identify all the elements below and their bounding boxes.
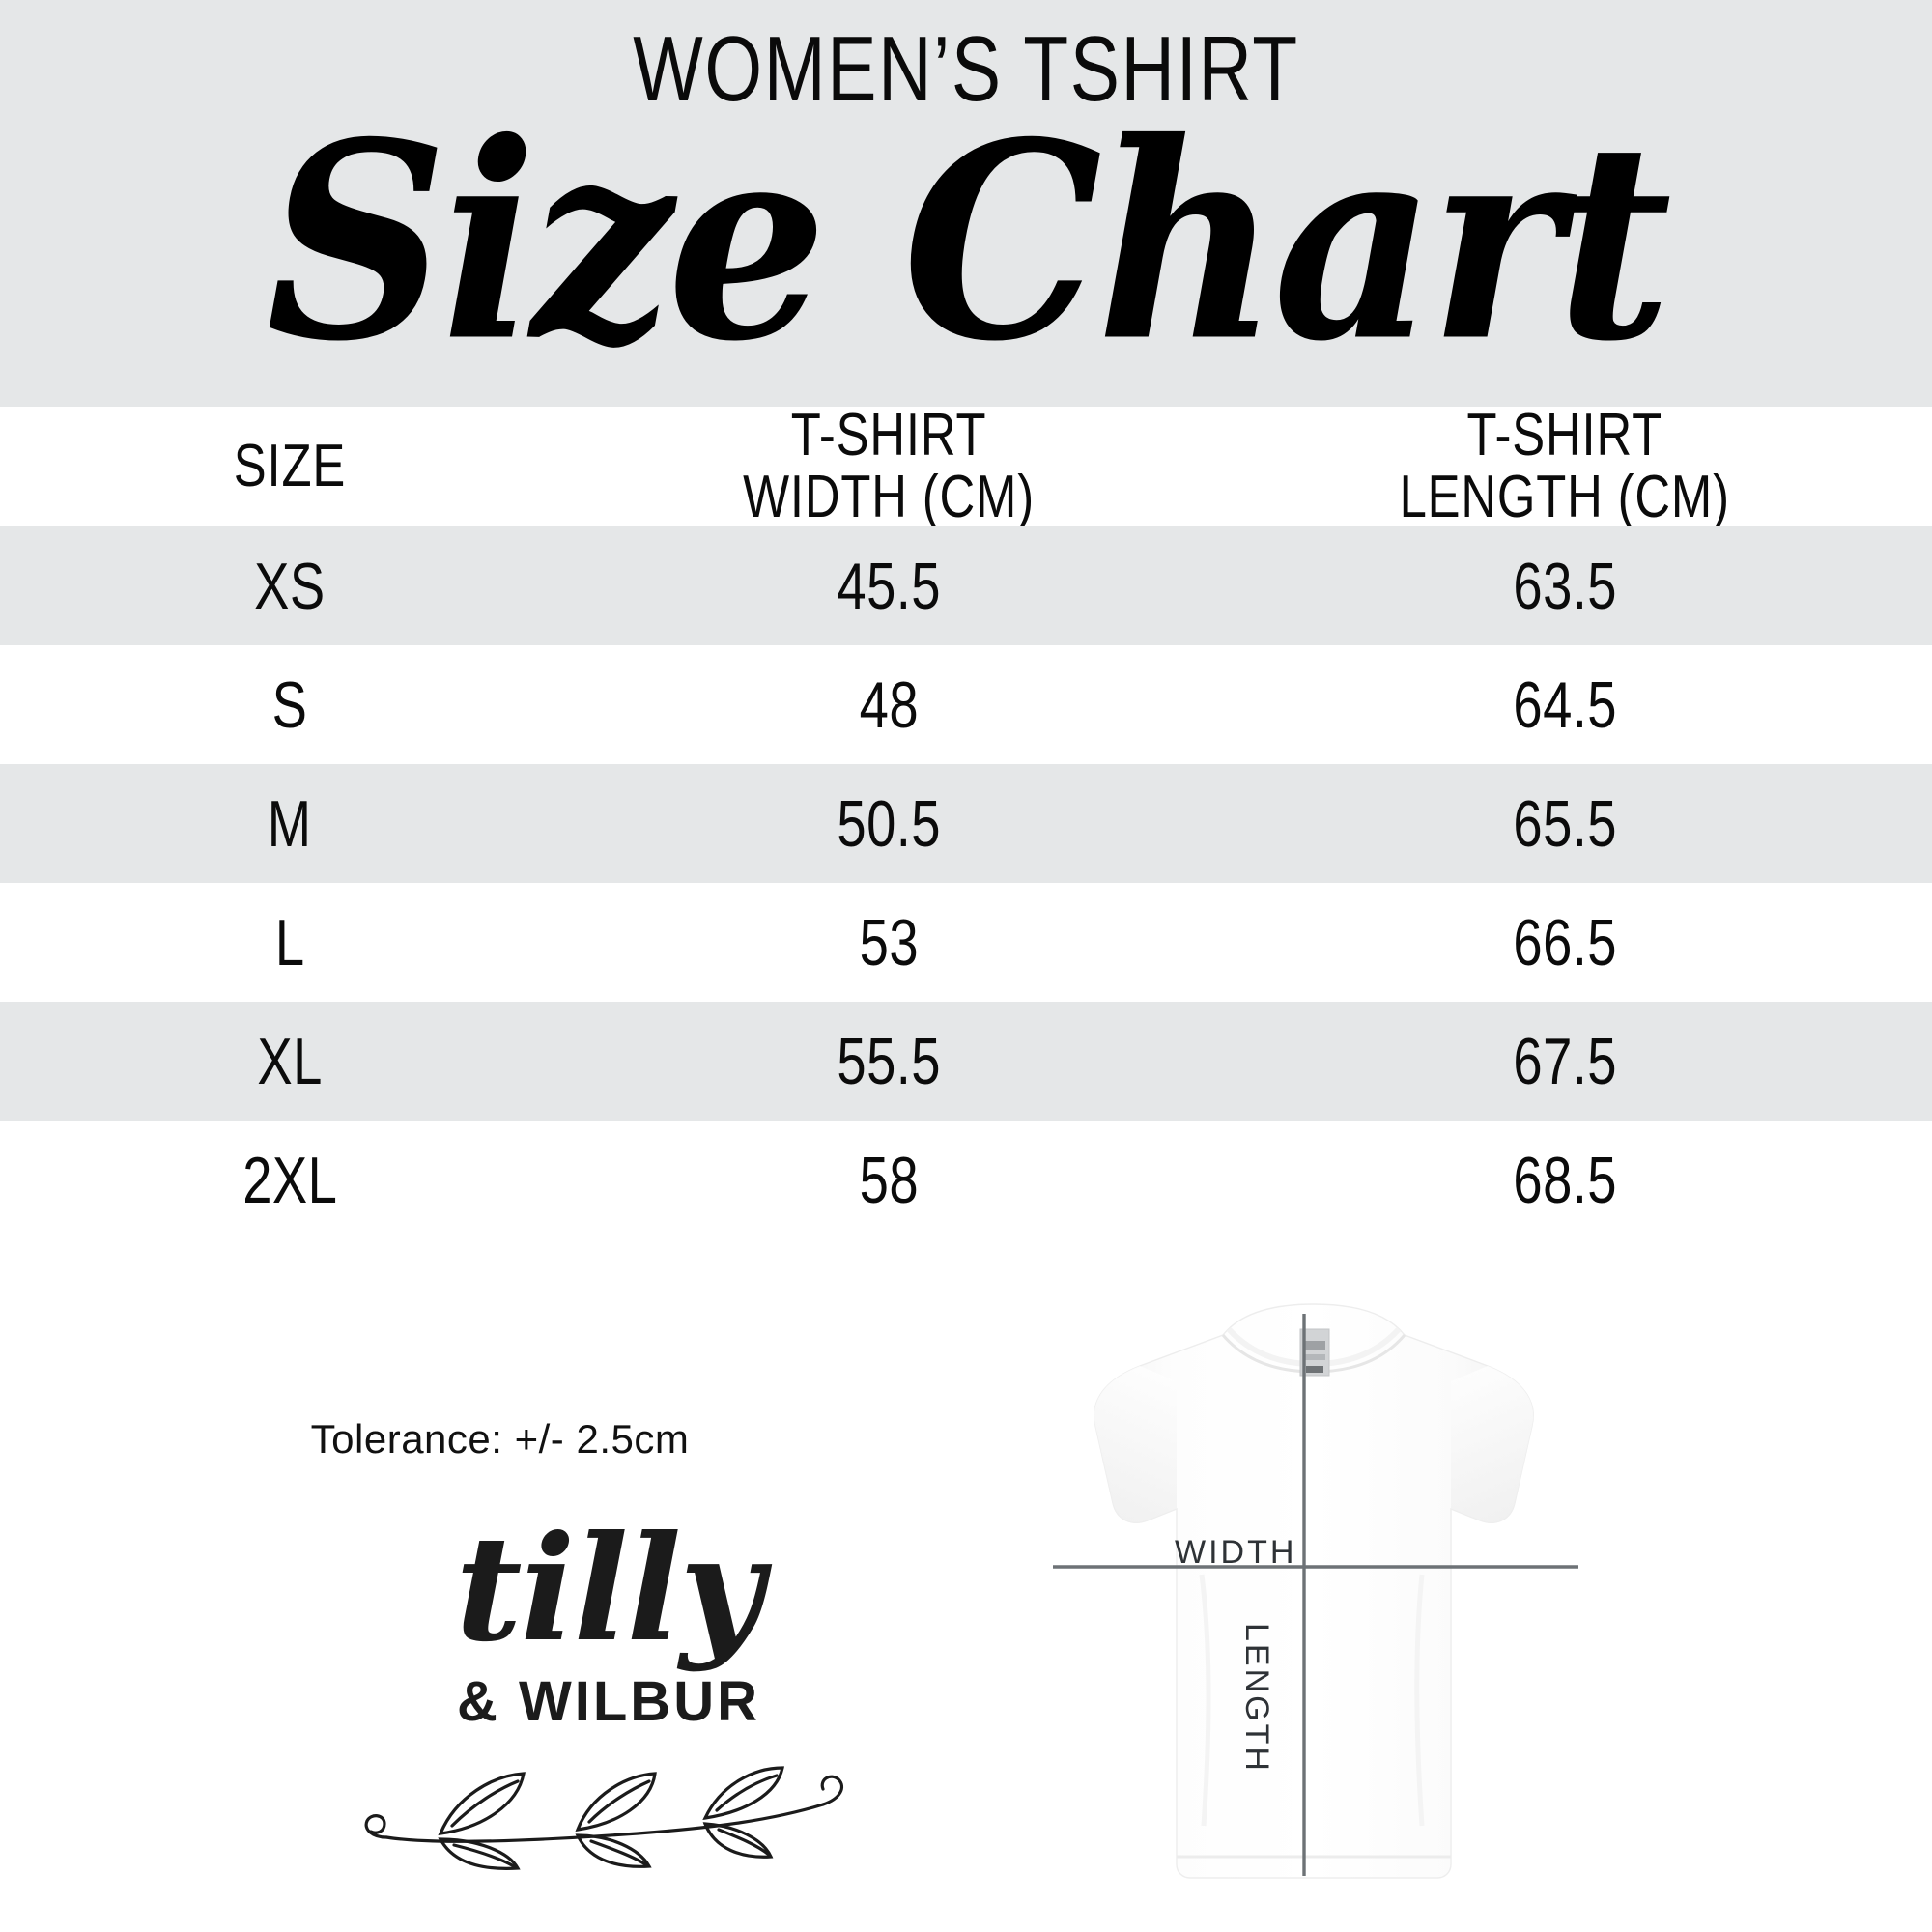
cell-length: 65.5	[1513, 786, 1617, 861]
cell-length: 67.5	[1513, 1024, 1617, 1098]
size-table: SIZE T-SHIRT WIDTH (CM) T-SHIRT LENGTH (…	[0, 401, 1932, 1239]
leaf-branch-icon	[364, 1766, 844, 1870]
table-row: S 48 64.5	[0, 645, 1932, 764]
brand-logo: tilly & WILBUR	[338, 1517, 879, 1903]
cell-width: 58	[859, 1143, 919, 1217]
header-banner: WOMEN’S TSHIRT Size Chart	[0, 0, 1932, 407]
table-row: XL 55.5 67.5	[0, 1002, 1932, 1121]
cell-size: S	[271, 668, 308, 742]
cell-size: XS	[254, 549, 326, 623]
cell-length: 63.5	[1513, 549, 1617, 623]
cell-length: 68.5	[1513, 1143, 1617, 1217]
table-row: L 53 66.5	[0, 883, 1932, 1002]
page-subtitle: WOMEN’S TSHIRT	[633, 17, 1299, 121]
column-header-width: T-SHIRT WIDTH (CM)	[743, 401, 1035, 530]
cell-size: 2XL	[242, 1143, 337, 1217]
table-row: M 50.5 65.5	[0, 764, 1932, 883]
tshirt-body	[1094, 1303, 1534, 1879]
page-title: Size Chart	[266, 82, 1671, 401]
cell-length: 66.5	[1513, 905, 1617, 980]
tshirt-diagram: WIDTH LENGTH	[985, 1285, 1642, 1903]
logo-secondary-name: & WILBUR	[457, 1670, 760, 1733]
table-row: 2XL 58 68.5	[0, 1121, 1932, 1239]
cell-width: 53	[859, 905, 919, 980]
tshirt-length-label: LENGTH	[1238, 1623, 1275, 1774]
logo-script-name: tilly	[455, 1504, 763, 1674]
column-header-size: SIZE	[233, 432, 347, 499]
cell-size: M	[268, 786, 312, 861]
tolerance-note: Tolerance: +/- 2.5cm	[310, 1416, 690, 1462]
tshirt-width-label: WIDTH	[1175, 1534, 1297, 1571]
cell-length: 64.5	[1513, 668, 1617, 742]
column-header-length: T-SHIRT LENGTH (CM)	[1399, 401, 1731, 530]
table-row: XS 45.5 63.5	[0, 526, 1932, 645]
table-header-row: SIZE T-SHIRT WIDTH (CM) T-SHIRT LENGTH (…	[0, 401, 1932, 530]
photo-bleed-notch	[889, 1267, 1560, 1291]
cell-size: L	[274, 905, 305, 980]
cell-size: XL	[257, 1024, 323, 1098]
measurement-lines	[1053, 1314, 1578, 1876]
cell-width: 45.5	[837, 549, 941, 623]
cell-width: 48	[859, 668, 919, 742]
cell-width: 55.5	[837, 1024, 941, 1098]
cell-width: 50.5	[837, 786, 941, 861]
